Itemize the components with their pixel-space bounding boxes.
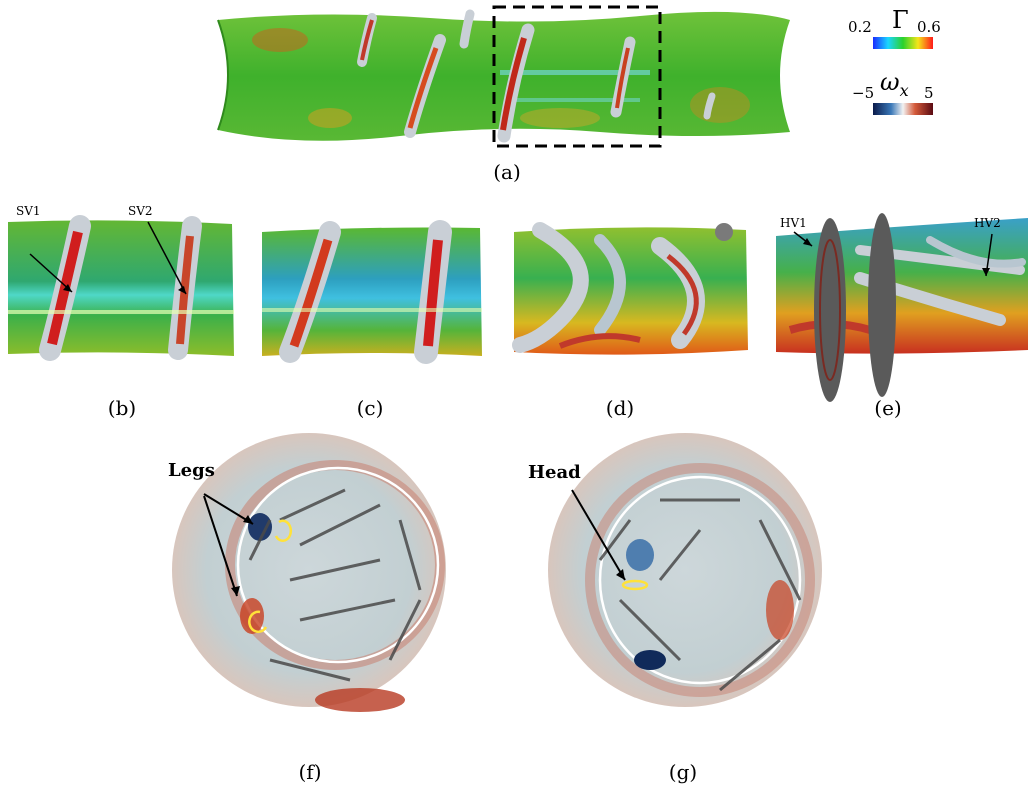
gamma-max-label: 0.6 [917,18,941,36]
label-sv1: SV1 [16,204,41,218]
panel-c-graphic [262,220,482,364]
gamma-colorbar [873,37,933,49]
caption-a: (a) [493,160,521,184]
panel-b-graphic [8,215,234,361]
caption-b: (b) [107,396,137,420]
label-head: Head [528,462,581,483]
caption-g: (g) [668,760,698,784]
caption-c: (c) [356,396,384,420]
highlight-box-a [492,5,662,148]
label-sv2: SV2 [128,204,153,218]
caption-e: (e) [874,396,902,420]
caption-f: (f) [298,760,322,784]
omega-symbol: ωx [880,68,909,100]
omega-max-label: 5 [924,84,934,102]
panel-d-graphic [512,222,748,355]
caption-d: (d) [605,396,635,420]
gamma-min-label: 0.2 [848,18,872,36]
label-legs: Legs [168,460,215,481]
panel-f-graphic [172,433,446,712]
panel-g-graphic [548,433,822,707]
vortex-tubes-a [357,9,716,143]
omega-min-label: −5 [852,84,875,102]
gamma-symbol: Γ [892,6,909,34]
label-hv2: HV2 [974,216,1001,230]
label-hv1: HV1 [780,216,807,230]
panel-e-graphic [776,213,1028,402]
omega-colorbar [873,103,933,115]
